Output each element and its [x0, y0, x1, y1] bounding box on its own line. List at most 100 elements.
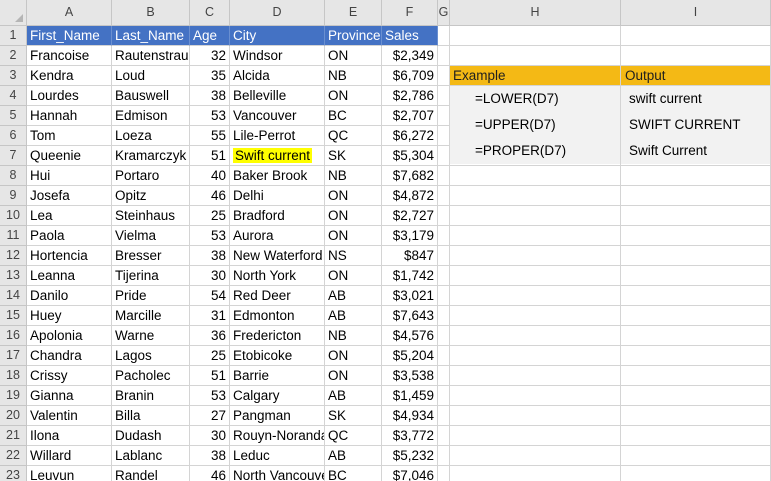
table-cell[interactable]: 46 [190, 466, 230, 481]
table-cell[interactable]: $7,682 [382, 166, 438, 186]
table-cell[interactable]: Hortencia [27, 246, 112, 266]
example-formula[interactable]: =LOWER(D7) [450, 86, 621, 112]
row-header-3[interactable]: 3 [0, 66, 27, 86]
table-header-province[interactable]: Province [325, 26, 382, 46]
row-header-1[interactable]: 1 [0, 26, 27, 46]
grid-cell[interactable] [438, 86, 450, 106]
table-cell[interactable]: Windsor [230, 46, 325, 66]
table-cell[interactable]: Alcida [230, 66, 325, 86]
table-cell[interactable]: Bresser [112, 246, 190, 266]
table-cell[interactable]: 53 [190, 106, 230, 126]
grid-cell[interactable] [438, 446, 450, 466]
table-cell[interactable]: $6,709 [382, 66, 438, 86]
column-header-f[interactable]: F [382, 0, 438, 26]
row-header-13[interactable]: 13 [0, 266, 27, 286]
table-cell[interactable]: Kendra [27, 66, 112, 86]
table-cell[interactable]: Pride [112, 286, 190, 306]
example-formula[interactable]: =PROPER(D7) [450, 138, 621, 164]
example-output[interactable]: swift current [621, 86, 771, 112]
output-header[interactable]: Output [621, 66, 771, 86]
table-cell[interactable]: Barrie [230, 366, 325, 386]
row-header-11[interactable]: 11 [0, 226, 27, 246]
grid-cell[interactable] [438, 126, 450, 146]
table-cell[interactable]: Edmonton [230, 306, 325, 326]
table-cell[interactable]: 46 [190, 186, 230, 206]
table-cell[interactable]: Warne [112, 326, 190, 346]
table-cell[interactable]: $3,179 [382, 226, 438, 246]
grid-cell[interactable] [621, 346, 771, 366]
table-header-city[interactable]: City [230, 26, 325, 46]
table-cell[interactable]: Ilona [27, 426, 112, 446]
grid-cell[interactable] [450, 326, 621, 346]
row-header-10[interactable]: 10 [0, 206, 27, 226]
grid-cell[interactable] [621, 386, 771, 406]
table-cell[interactable]: Chandra [27, 346, 112, 366]
table-header-age[interactable]: Age [190, 26, 230, 46]
grid-cell[interactable] [438, 226, 450, 246]
row-header-22[interactable]: 22 [0, 446, 27, 466]
table-cell[interactable]: Leanna [27, 266, 112, 286]
table-cell[interactable]: Kramarczyk [112, 146, 190, 166]
table-cell[interactable]: Lourdes [27, 86, 112, 106]
table-cell[interactable]: Gianna [27, 386, 112, 406]
column-header-h[interactable]: H [450, 0, 621, 26]
table-cell[interactable]: North York [230, 266, 325, 286]
table-cell[interactable]: $3,021 [382, 286, 438, 306]
table-cell[interactable]: Tijerina [112, 266, 190, 286]
table-cell[interactable]: 53 [190, 386, 230, 406]
table-cell[interactable]: Vancouver [230, 106, 325, 126]
table-cell[interactable]: Leduc [230, 446, 325, 466]
table-cell[interactable]: $4,934 [382, 406, 438, 426]
grid-cell[interactable] [438, 106, 450, 126]
table-cell[interactable]: $4,872 [382, 186, 438, 206]
table-cell[interactable]: ON [325, 186, 382, 206]
table-cell[interactable]: 27 [190, 406, 230, 426]
table-cell[interactable]: Aurora [230, 226, 325, 246]
table-cell[interactable]: 32 [190, 46, 230, 66]
table-cell[interactable]: Lagos [112, 346, 190, 366]
grid-cell[interactable] [438, 46, 450, 66]
grid-cell[interactable] [450, 406, 621, 426]
table-cell[interactable]: Lile-Perrot [230, 126, 325, 146]
table-cell[interactable]: ON [325, 346, 382, 366]
row-header-20[interactable]: 20 [0, 406, 27, 426]
grid-cell[interactable] [621, 466, 771, 481]
table-cell[interactable]: 30 [190, 426, 230, 446]
grid-cell[interactable] [438, 146, 450, 166]
row-header-8[interactable]: 8 [0, 166, 27, 186]
grid-cell[interactable] [450, 446, 621, 466]
grid-cell[interactable] [450, 46, 621, 66]
grid-cell[interactable] [438, 66, 450, 86]
grid-cell[interactable] [438, 386, 450, 406]
table-cell[interactable]: $2,786 [382, 86, 438, 106]
table-cell[interactable]: $5,304 [382, 146, 438, 166]
grid-cell[interactable] [621, 206, 771, 226]
table-cell[interactable]: $4,576 [382, 326, 438, 346]
table-cell[interactable]: NS [325, 246, 382, 266]
row-header-17[interactable]: 17 [0, 346, 27, 366]
row-header-14[interactable]: 14 [0, 286, 27, 306]
table-cell[interactable]: $5,232 [382, 446, 438, 466]
grid-cell[interactable] [621, 46, 771, 66]
table-cell[interactable]: Loud [112, 66, 190, 86]
grid-cell[interactable] [621, 166, 771, 186]
table-cell[interactable]: 35 [190, 66, 230, 86]
table-cell[interactable]: Francoise [27, 46, 112, 66]
table-cell[interactable]: Rautenstrau [112, 46, 190, 66]
row-header-19[interactable]: 19 [0, 386, 27, 406]
row-header-6[interactable]: 6 [0, 126, 27, 146]
table-cell[interactable]: Loeza [112, 126, 190, 146]
table-header-sales[interactable]: Sales [382, 26, 438, 46]
table-cell[interactable]: Willard [27, 446, 112, 466]
table-cell[interactable]: Huey [27, 306, 112, 326]
grid-cell[interactable] [621, 306, 771, 326]
table-cell[interactable]: Crissy [27, 366, 112, 386]
grid-cell[interactable] [450, 206, 621, 226]
table-cell[interactable]: $2,707 [382, 106, 438, 126]
table-cell[interactable]: Portaro [112, 166, 190, 186]
table-cell[interactable]: QC [325, 426, 382, 446]
table-cell[interactable]: Vielma [112, 226, 190, 246]
table-cell[interactable]: NB [325, 166, 382, 186]
table-cell[interactable]: Baker Brook [230, 166, 325, 186]
